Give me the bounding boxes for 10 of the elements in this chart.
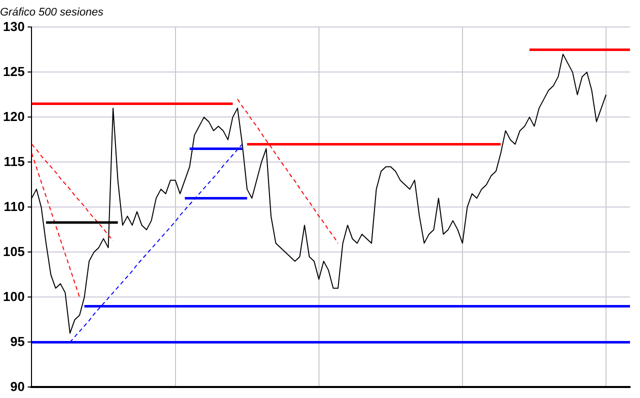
chart-title: Gráfico 500 sesiones <box>0 6 104 19</box>
y-tick-label: 120 <box>2 108 25 124</box>
y-tick-label: 125 <box>2 64 25 79</box>
y-tick-label: 100 <box>2 288 25 304</box>
y-tick-label: 90 <box>10 378 25 394</box>
y-tick-label: 105 <box>2 244 25 259</box>
y-tick-label: 115 <box>4 154 25 169</box>
y-tick-label: 110 <box>4 198 25 214</box>
y-tick-label: 130 <box>2 18 25 34</box>
y-tick-label: 95 <box>10 334 25 349</box>
